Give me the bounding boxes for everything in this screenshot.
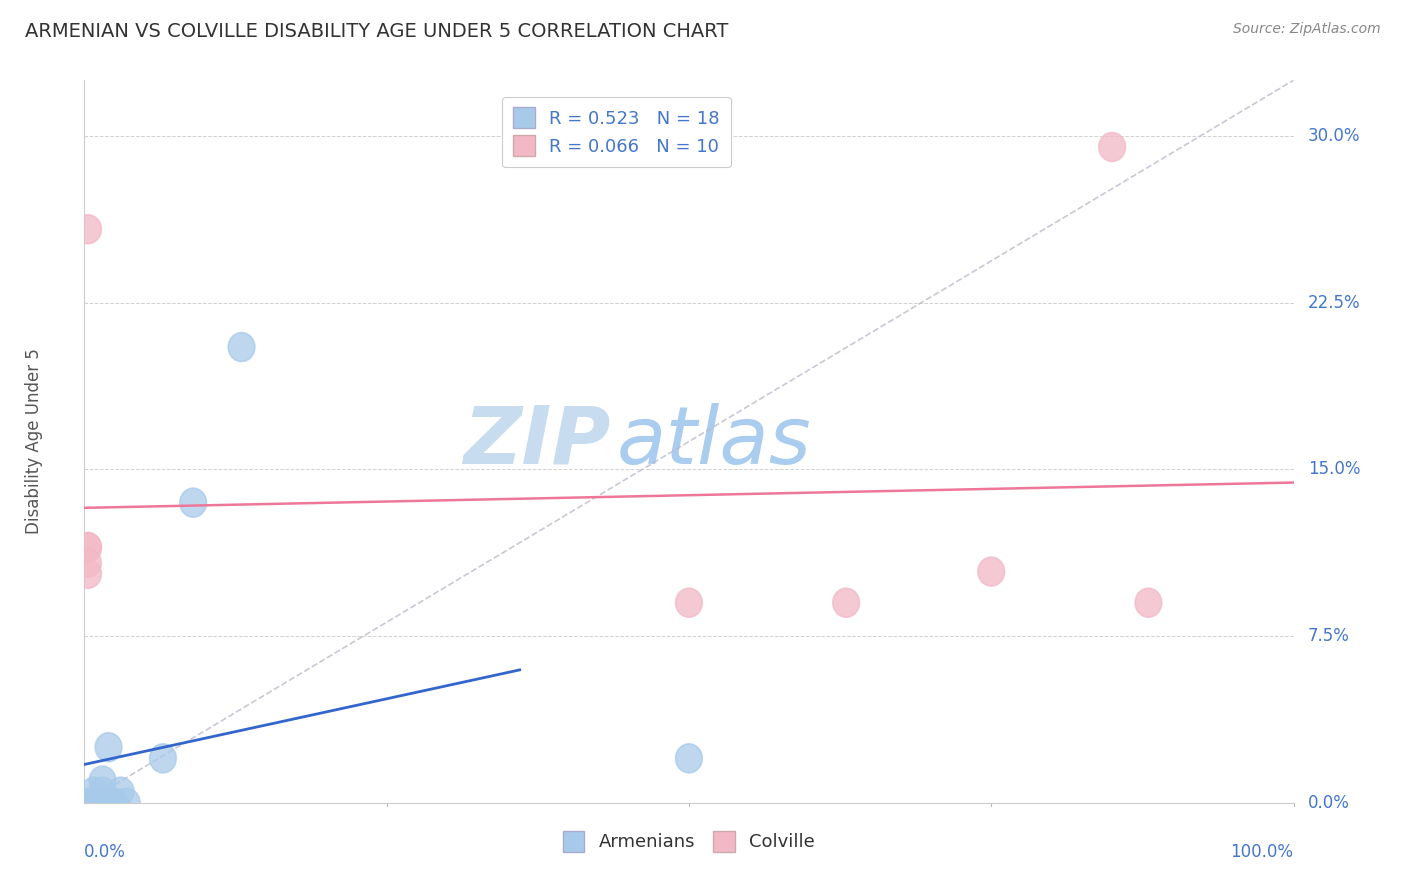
Ellipse shape (75, 533, 101, 562)
Ellipse shape (149, 744, 176, 772)
Ellipse shape (80, 777, 107, 806)
Text: 0.0%: 0.0% (1308, 794, 1350, 812)
Ellipse shape (80, 789, 105, 817)
Ellipse shape (107, 777, 134, 806)
Text: Disability Age Under 5: Disability Age Under 5 (24, 349, 42, 534)
Ellipse shape (86, 789, 112, 817)
Text: atlas: atlas (616, 402, 811, 481)
Ellipse shape (97, 789, 124, 817)
Ellipse shape (77, 789, 104, 817)
Ellipse shape (75, 559, 101, 588)
Ellipse shape (96, 732, 122, 762)
Ellipse shape (1135, 588, 1161, 617)
Ellipse shape (180, 488, 207, 517)
Ellipse shape (979, 558, 1004, 586)
Text: 7.5%: 7.5% (1308, 627, 1350, 645)
Ellipse shape (77, 789, 104, 817)
Text: 0.0%: 0.0% (84, 843, 127, 861)
Ellipse shape (75, 549, 101, 577)
Text: 100.0%: 100.0% (1230, 843, 1294, 861)
Text: ZIP: ZIP (463, 402, 610, 481)
Text: 22.5%: 22.5% (1308, 293, 1361, 311)
Ellipse shape (75, 533, 101, 562)
Text: Source: ZipAtlas.com: Source: ZipAtlas.com (1233, 22, 1381, 37)
Ellipse shape (83, 789, 110, 817)
Ellipse shape (89, 766, 115, 795)
Ellipse shape (114, 789, 141, 817)
Text: 15.0%: 15.0% (1308, 460, 1361, 478)
Ellipse shape (1099, 133, 1125, 161)
Ellipse shape (89, 777, 115, 806)
Ellipse shape (101, 789, 128, 817)
Ellipse shape (228, 333, 254, 361)
Ellipse shape (676, 588, 702, 617)
Legend: Armenians, Colville: Armenians, Colville (555, 823, 823, 859)
Text: 30.0%: 30.0% (1308, 127, 1361, 145)
Ellipse shape (832, 588, 859, 617)
Ellipse shape (676, 744, 702, 772)
Ellipse shape (93, 789, 120, 817)
Text: ARMENIAN VS COLVILLE DISABILITY AGE UNDER 5 CORRELATION CHART: ARMENIAN VS COLVILLE DISABILITY AGE UNDE… (25, 22, 728, 41)
Ellipse shape (75, 215, 101, 244)
